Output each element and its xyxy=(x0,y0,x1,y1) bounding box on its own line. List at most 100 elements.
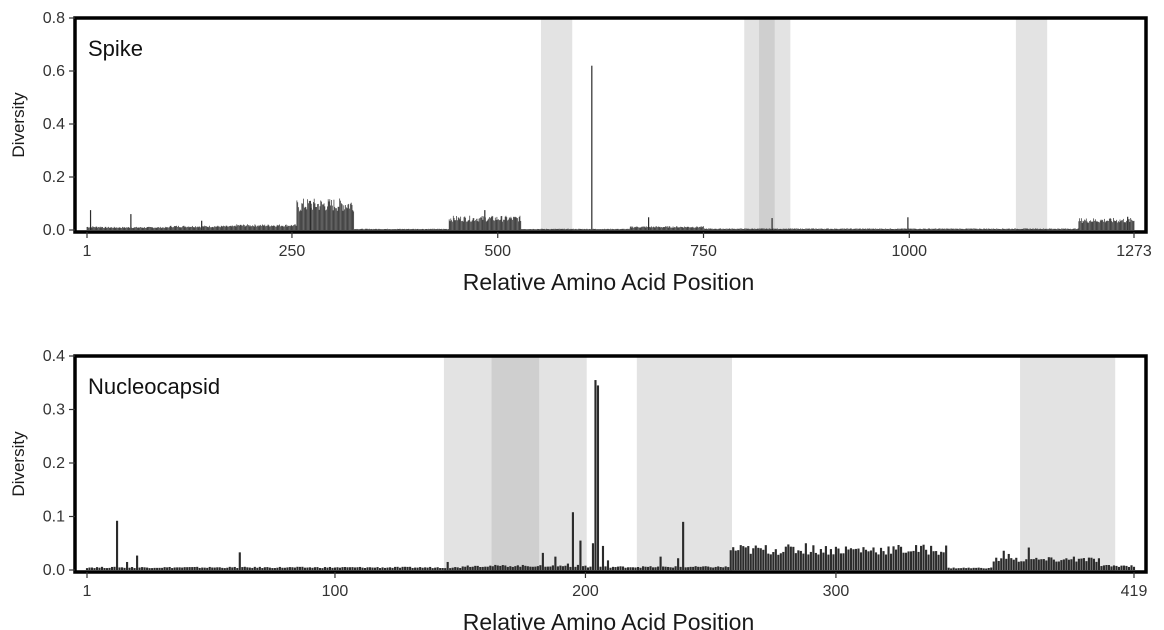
spike-bar xyxy=(936,228,937,230)
spike-bar xyxy=(299,211,300,230)
spike-bar xyxy=(327,199,329,230)
spike-bar xyxy=(652,227,653,230)
spike-bar xyxy=(363,229,364,230)
nucleocapsid-bar xyxy=(308,567,311,570)
spike-bar xyxy=(452,215,454,230)
spike-bar xyxy=(1133,220,1135,230)
nucleocapsid-y-tick-label: 0.2 xyxy=(43,455,65,472)
nucleocapsid-bar xyxy=(459,567,462,570)
spike-bar xyxy=(507,220,508,230)
spike-bar xyxy=(1001,228,1003,230)
nucleocapsid-bar xyxy=(787,544,790,570)
spike-bar xyxy=(883,228,885,230)
nucleocapsid-bar xyxy=(636,566,640,570)
spike-bar xyxy=(1035,228,1037,230)
spike-bar xyxy=(976,228,978,230)
spike-bar xyxy=(1048,228,1050,230)
spike-bar xyxy=(552,229,554,230)
spike-bar xyxy=(799,229,801,230)
nucleocapsid-bar xyxy=(193,566,196,570)
spike-bar xyxy=(1107,220,1109,230)
spike-bar xyxy=(433,228,434,230)
spike-bar xyxy=(1099,220,1101,230)
spike-bar xyxy=(624,228,625,230)
spike-bar xyxy=(529,229,531,230)
spike-bar xyxy=(757,228,759,230)
nucleocapsid-bar xyxy=(551,565,554,570)
spike-bar xyxy=(707,229,708,230)
spike-bar xyxy=(475,220,476,230)
nucleocapsid-bar xyxy=(338,567,342,570)
spike-bar xyxy=(295,225,297,230)
spike-bar xyxy=(1076,229,1078,230)
nucleocapsid-y-tick-label: 0.4 xyxy=(43,348,65,365)
spike-bar xyxy=(1118,221,1119,230)
spike-bar xyxy=(531,229,532,230)
spike-bar xyxy=(790,228,792,230)
spike-bar xyxy=(753,228,755,230)
spike-bar xyxy=(821,228,823,230)
nucleocapsid-bar xyxy=(1025,559,1028,570)
spike-bar xyxy=(826,228,828,230)
spike-bar xyxy=(387,229,389,230)
nucleocapsid-bar xyxy=(100,566,104,570)
spike-panel: 0.00.20.40.60.81 250 500 750 1000 1273SpikeRe… xyxy=(9,10,1152,295)
spike-bar xyxy=(210,227,212,230)
spike-bar xyxy=(962,228,964,230)
spike-bar xyxy=(1115,221,1117,230)
spike-bar xyxy=(559,228,560,230)
nucleocapsid-bar xyxy=(396,566,399,570)
spike-bar xyxy=(103,228,105,230)
spike-bar xyxy=(589,228,591,230)
spike-bar xyxy=(1041,229,1043,230)
spike-bar xyxy=(584,229,586,230)
nucleocapsid-bar xyxy=(368,567,372,570)
spike-bar xyxy=(402,229,404,230)
spike-bar xyxy=(957,228,959,230)
nucleocapsid-bar xyxy=(1030,559,1033,570)
spike-bar xyxy=(1053,228,1055,230)
spike-bar xyxy=(387,228,388,230)
spike-bar xyxy=(570,228,572,230)
spike-bar xyxy=(229,226,230,230)
spike-bar xyxy=(314,203,316,230)
spike-bar xyxy=(189,226,191,230)
spike-bar xyxy=(951,228,953,230)
spike-bar xyxy=(787,228,788,230)
spike-bar xyxy=(952,229,954,230)
spike-bar xyxy=(1006,228,1007,230)
spike-bar xyxy=(912,228,913,230)
spike-bar xyxy=(128,227,130,230)
spike-bar xyxy=(386,228,387,230)
spike-bar xyxy=(585,229,587,230)
spike-bar xyxy=(486,220,488,230)
nucleocapsid-bar xyxy=(679,566,682,570)
spike-bar xyxy=(689,227,690,230)
spike-bar xyxy=(1024,228,1025,230)
spike-bar xyxy=(232,225,234,230)
spike-bar xyxy=(813,228,815,230)
spike-bar xyxy=(582,228,583,230)
nucleocapsid-bar xyxy=(884,554,888,570)
spike-bar xyxy=(418,229,420,230)
spike-bar xyxy=(975,228,977,230)
spike-bar xyxy=(522,229,524,230)
nucleocapsid-bars xyxy=(85,380,1136,570)
spike-bar xyxy=(315,207,317,230)
spike-bar xyxy=(477,218,479,230)
nucleocapsid-bar xyxy=(253,566,256,570)
spike-bar xyxy=(739,228,741,230)
spike-bar xyxy=(250,226,252,230)
spike-bar xyxy=(233,225,235,230)
spike-bar xyxy=(882,229,884,230)
spike-bar xyxy=(949,228,950,230)
spike-bar xyxy=(1121,220,1123,230)
spike-bar xyxy=(681,226,683,230)
spike-bar xyxy=(974,228,976,230)
nucleocapsid-bar xyxy=(303,567,306,570)
nucleocapsid-bar xyxy=(874,552,878,570)
spike-bar xyxy=(113,226,115,230)
spike-bar xyxy=(311,203,313,230)
spike-bar xyxy=(820,228,822,230)
spike-bar xyxy=(731,228,733,230)
